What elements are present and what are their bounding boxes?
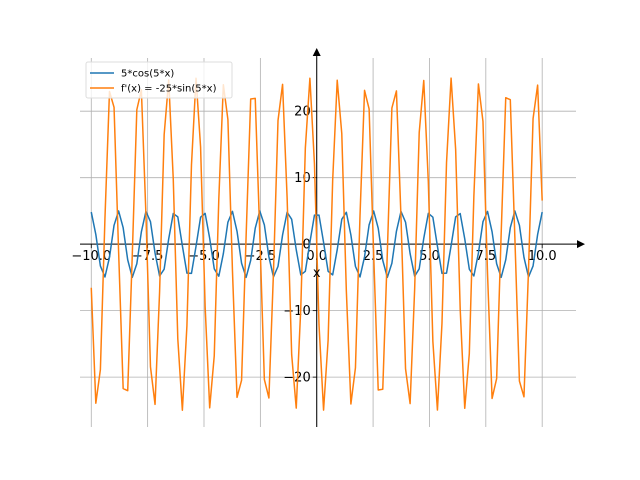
legend: 5*cos(5*x) f'(x) = -25*sin(5*x) bbox=[85, 61, 233, 99]
x-axis-arrow bbox=[577, 240, 585, 249]
y-tick-label: 20 bbox=[294, 105, 311, 120]
x-tick-label: 5.0 bbox=[419, 249, 440, 264]
y-tick-label: 0 bbox=[302, 238, 310, 253]
y-tick-label: −10 bbox=[283, 304, 310, 319]
series bbox=[90, 77, 543, 411]
x-axis-label: x bbox=[313, 266, 321, 281]
legend-label-series-1: 5*cos(5*x) bbox=[121, 69, 174, 80]
x-tick-label: 10.0 bbox=[528, 249, 557, 264]
x-tick-label: −10.0 bbox=[71, 249, 111, 264]
y-axis-arrow bbox=[312, 48, 321, 56]
legend-box bbox=[85, 61, 233, 99]
x-tick-label: 7.5 bbox=[475, 249, 496, 264]
series-line-1 bbox=[90, 210, 543, 279]
series-line-2 bbox=[90, 77, 543, 411]
y-tick-label: 10 bbox=[294, 171, 311, 186]
legend-label-series-2: f'(x) = -25*sin(5*x) bbox=[121, 84, 217, 95]
